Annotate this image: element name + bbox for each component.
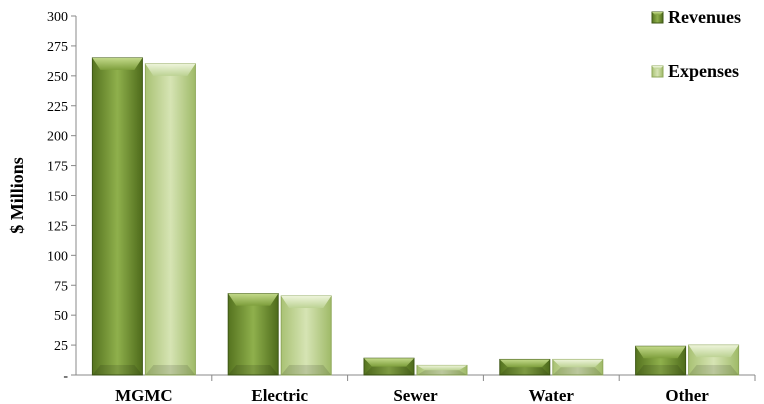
bar-expenses — [144, 63, 196, 376]
y-tick-label: 125 — [47, 219, 68, 234]
y-tick-label: 175 — [47, 160, 68, 175]
y-tick-label: 50 — [54, 309, 68, 324]
bar-expenses — [552, 358, 604, 376]
legend-label: Revenues — [668, 7, 741, 27]
x-category-label: MGMC — [115, 386, 173, 404]
x-category-label: Electric — [251, 386, 308, 404]
legend-item-expenses: Expenses — [651, 61, 739, 81]
legend: Revenues Expenses — [651, 7, 741, 81]
bar-revenues — [499, 358, 551, 376]
y-tick-label: 200 — [47, 130, 68, 145]
legend-item-revenues: Revenues — [651, 7, 741, 27]
y-tick-label: 250 — [47, 70, 68, 85]
y-tick-label: 275 — [47, 40, 68, 55]
bar-revenues — [227, 293, 279, 376]
labels: - 25 50 75 100 125 150 175 200 225 250 275 300 $ Mill… — [7, 10, 709, 404]
x-category-label: Sewer — [393, 386, 438, 404]
y-tick-label: 300 — [47, 10, 68, 25]
bar-expenses — [416, 364, 468, 376]
x-category-label: Other — [665, 386, 709, 404]
bar-revenues — [91, 57, 143, 376]
y-tick-label: - — [63, 369, 68, 384]
legend-label: Expenses — [668, 61, 739, 81]
y-tick-label: 100 — [47, 249, 68, 264]
y-tick-label: 75 — [54, 279, 68, 294]
x-category-label: Water — [529, 386, 575, 404]
y-tick-label: 150 — [47, 190, 68, 205]
bar-revenues — [635, 345, 687, 376]
bar-expenses — [688, 344, 740, 376]
y-axis-title: $ Millions — [7, 157, 27, 234]
y-tick-label: 25 — [54, 339, 68, 354]
bar-expenses — [280, 295, 332, 376]
y-tick-label: 225 — [47, 100, 68, 115]
bars — [91, 57, 740, 376]
bar-revenues — [363, 357, 415, 376]
